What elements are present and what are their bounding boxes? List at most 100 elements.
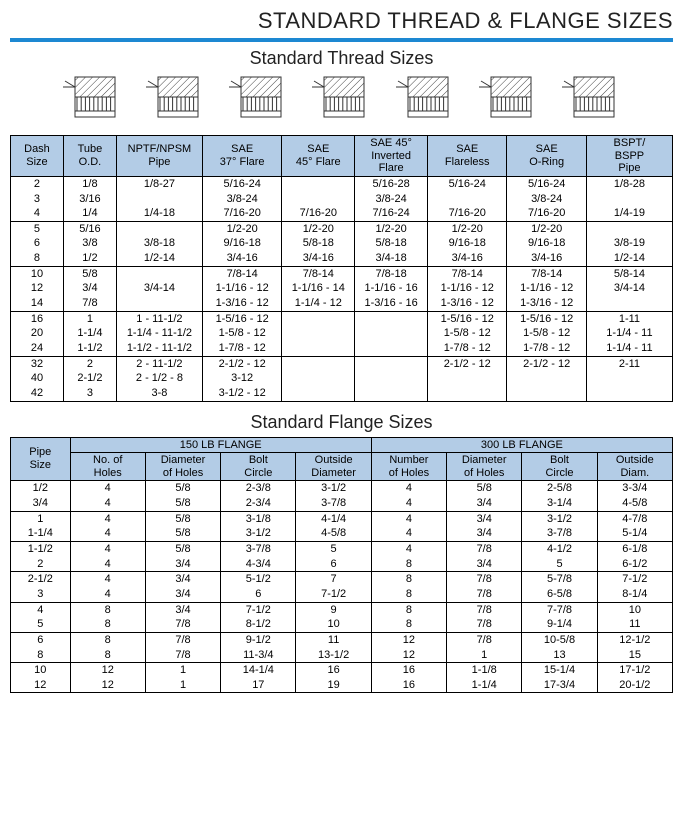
table-cell: 12 [11, 678, 71, 693]
table-cell: 8 [371, 572, 446, 587]
table-cell: 3/4 [145, 587, 220, 602]
table-cell: 3-1/8 [221, 511, 296, 526]
table-cell: 5/8 [145, 526, 220, 541]
table-cell: 1 - 11-1/2 [116, 311, 202, 326]
table-cell: 1-3/16 - 12 [202, 296, 281, 311]
table-cell [586, 296, 672, 311]
table-row: 1012114-1/416161-1/815-1/417-1/2 [11, 663, 673, 678]
table-cell: 5/16-24 [428, 176, 507, 191]
table-cell: 2-1/2 - 12 [428, 356, 507, 371]
table-cell: 3-1/2 [296, 481, 371, 496]
flange-sub-header: No. ofHoles [70, 453, 145, 481]
flange-sub-header: BoltCircle [221, 453, 296, 481]
table-cell: 8 [70, 632, 145, 647]
table-cell: 10 [11, 663, 71, 678]
table-cell: 1-1/16 - 12 [507, 281, 586, 296]
table-cell: 3 [11, 192, 64, 207]
table-cell: 8 [70, 648, 145, 663]
thread-icon-row [10, 73, 673, 135]
table-cell: 4 [371, 526, 446, 541]
table-cell: 3/8-19 [586, 236, 672, 251]
table-cell: 1-3/16 - 12 [428, 296, 507, 311]
table-cell: 3/4 [11, 496, 71, 511]
table-cell: 3-3/4 [597, 481, 672, 496]
table-row: 123/43/4-141-1/16 - 121-1/16 - 141-1/16 … [11, 281, 673, 296]
table-cell: 1/2-20 [355, 221, 428, 236]
thread-table: DashSizeTubeO.D.NPTF/NPSMPipeSAE37° Flar… [10, 135, 673, 402]
thread-col-header: BSPT/BSPPPipe [586, 136, 672, 177]
table-cell: 19 [296, 678, 371, 693]
table-cell: 3-1/2 [221, 526, 296, 541]
table-row: 33/163/8-243/8-243/8-24 [11, 192, 673, 207]
table-cell: 2-1/2 - 12 [507, 356, 586, 371]
table-cell: 40 [11, 371, 64, 386]
table-cell: 1-5/16 - 12 [507, 311, 586, 326]
table-cell: 12 [371, 648, 446, 663]
table-cell: 3/4-18 [355, 251, 428, 266]
table-cell: 7-1/2 [221, 602, 296, 617]
table-cell: 1/4 [63, 206, 116, 221]
table-cell: 4 [70, 587, 145, 602]
table-cell [428, 371, 507, 386]
table-cell: 16 [11, 311, 64, 326]
table-cell [586, 192, 672, 207]
table-cell [355, 341, 428, 356]
table-cell: 6 [11, 236, 64, 251]
table-cell: 7/8-14 [202, 266, 281, 281]
table-cell: 5/8 [145, 481, 220, 496]
table-cell: 7/8-14 [428, 266, 507, 281]
table-cell: 5/8-14 [586, 266, 672, 281]
table-cell: 5 [522, 557, 597, 572]
table-cell [355, 311, 428, 326]
table-row: 687/89-1/211127/810-5/812-1/2 [11, 632, 673, 647]
table-cell: 9/16-18 [507, 236, 586, 251]
table-cell [507, 371, 586, 386]
table-cell: 12-1/2 [597, 632, 672, 647]
table-cell: 7-1/2 [296, 587, 371, 602]
table-cell [282, 326, 355, 341]
table-cell: 5/16-24 [507, 176, 586, 191]
table-cell: 7/8 [145, 648, 220, 663]
table-cell: 8-1/4 [597, 587, 672, 602]
table-cell [586, 386, 672, 401]
flange-sub-header: OutsideDiam. [597, 453, 672, 481]
table-cell: 1-1/16 - 16 [355, 281, 428, 296]
bspt-pipe-icon [560, 73, 622, 129]
table-cell: 1-1/16 - 12 [428, 281, 507, 296]
table-cell: 1-3/16 - 12 [507, 296, 586, 311]
table-cell: 1-3/16 - 16 [355, 296, 428, 311]
table-cell: 3 [63, 386, 116, 401]
table-cell: 11 [296, 632, 371, 647]
table-cell: 3/4 [63, 281, 116, 296]
table-cell: 13 [522, 648, 597, 663]
table-cell: 7/16-20 [428, 206, 507, 221]
table-cell: 4-1/2 [522, 542, 597, 557]
table-cell: 1-7/8 - 12 [202, 341, 281, 356]
table-cell: 7/8 [447, 587, 522, 602]
table-cell: 10 [597, 602, 672, 617]
table-cell: 2-3/4 [221, 496, 296, 511]
table-cell: 1-1/2 [11, 542, 71, 557]
table-cell: 7/8 [447, 542, 522, 557]
table-cell: 2-1/2 [11, 572, 71, 587]
table-cell: 9/16-18 [428, 236, 507, 251]
table-row: 3/445/82-3/43-7/843/43-1/44-5/8 [11, 496, 673, 511]
table-cell: 3-8 [116, 386, 202, 401]
table-cell: 1-1/4 [447, 678, 522, 693]
table-cell: 12 [70, 663, 145, 678]
table-cell [282, 311, 355, 326]
table-row: 243/44-3/4683/456-1/2 [11, 557, 673, 572]
table-cell: 1/4-19 [586, 206, 672, 221]
table-cell: 6-1/8 [597, 542, 672, 557]
table-cell: 14-1/4 [221, 663, 296, 678]
flange-sub-header: Diameterof Holes [145, 453, 220, 481]
table-cell: 5-1/4 [597, 526, 672, 541]
table-cell: 5/16-24 [202, 176, 281, 191]
table-row: 1/245/82-3/83-1/245/82-5/83-3/4 [11, 481, 673, 496]
table-cell: 4 [70, 526, 145, 541]
flange-sub-header: Diameterof Holes [447, 453, 522, 481]
table-cell: 4-1/4 [296, 511, 371, 526]
table-cell: 3/4 [447, 496, 522, 511]
sae-45-flare-icon [227, 73, 289, 129]
table-cell: 1 [63, 311, 116, 326]
